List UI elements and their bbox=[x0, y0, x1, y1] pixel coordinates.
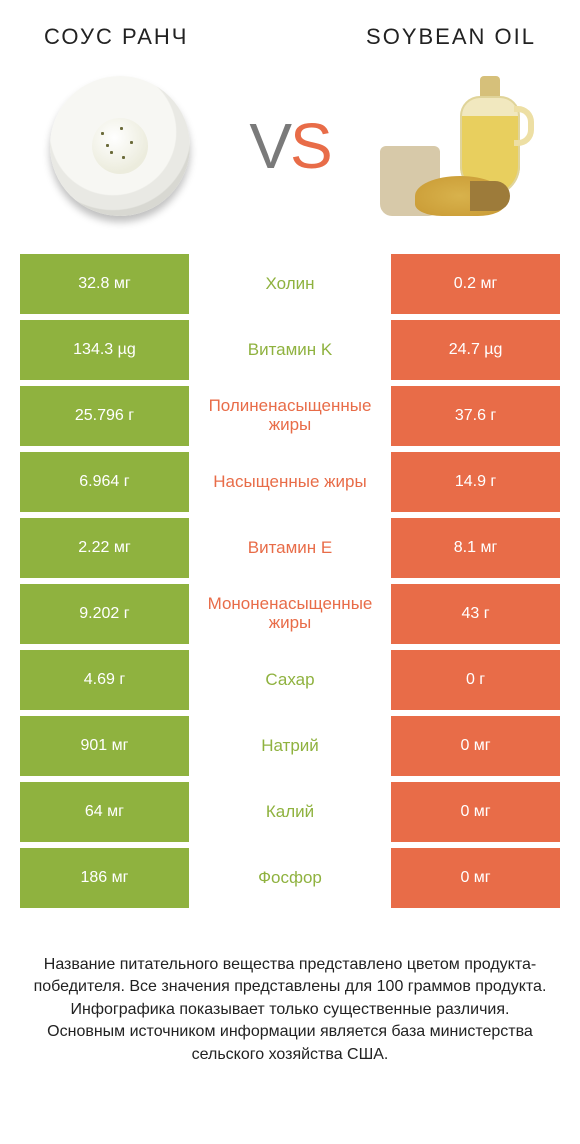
table-row: 134.3 µgВитамин K24.7 µg bbox=[20, 320, 560, 380]
value-right: 14.9 г bbox=[391, 452, 560, 512]
value-right: 0 мг bbox=[391, 782, 560, 842]
table-row: 25.796 гПолиненасыщенные жиры37.6 г bbox=[20, 386, 560, 446]
value-right: 0 мг bbox=[391, 848, 560, 908]
nutrient-label: Мононенасыщенные жиры bbox=[189, 584, 391, 644]
nutrient-label: Полиненасыщенные жиры bbox=[189, 386, 391, 446]
value-right: 37.6 г bbox=[391, 386, 560, 446]
value-right: 8.1 мг bbox=[391, 518, 560, 578]
comparison-table: 32.8 мгХолин0.2 мг134.3 µgВитамин K24.7 … bbox=[0, 254, 580, 914]
value-left: 64 мг bbox=[20, 782, 189, 842]
table-row: 32.8 мгХолин0.2 мг bbox=[20, 254, 560, 314]
title-left: СОУС РАНЧ bbox=[44, 24, 188, 50]
table-row: 186 мгФосфор0 мг bbox=[20, 848, 560, 908]
value-left: 901 мг bbox=[20, 716, 189, 776]
nutrient-label: Фосфор bbox=[189, 848, 391, 908]
value-right: 0.2 мг bbox=[391, 254, 560, 314]
value-left: 32.8 мг bbox=[20, 254, 189, 314]
product-image-left bbox=[40, 66, 200, 226]
vs-label: VS bbox=[249, 109, 330, 183]
hero: VS bbox=[0, 58, 580, 254]
title-right: SOYBEAN OIL bbox=[366, 24, 536, 50]
table-row: 4.69 гСахар0 г bbox=[20, 650, 560, 710]
header: СОУС РАНЧ SOYBEAN OIL bbox=[0, 0, 580, 58]
nutrient-label: Витамин K bbox=[189, 320, 391, 380]
value-right: 0 г bbox=[391, 650, 560, 710]
table-row: 901 мгНатрий0 мг bbox=[20, 716, 560, 776]
value-right: 43 г bbox=[391, 584, 560, 644]
table-row: 64 мгКалий0 мг bbox=[20, 782, 560, 842]
product-image-right bbox=[380, 66, 540, 226]
table-row: 2.22 мгВитамин E8.1 мг bbox=[20, 518, 560, 578]
value-right: 0 мг bbox=[391, 716, 560, 776]
value-left: 186 мг bbox=[20, 848, 189, 908]
table-row: 6.964 гНасыщенные жиры14.9 г bbox=[20, 452, 560, 512]
value-left: 2.22 мг bbox=[20, 518, 189, 578]
nutrient-label: Сахар bbox=[189, 650, 391, 710]
value-left: 25.796 г bbox=[20, 386, 189, 446]
nutrient-label: Натрий bbox=[189, 716, 391, 776]
nutrient-label: Насыщенные жиры bbox=[189, 452, 391, 512]
value-left: 4.69 г bbox=[20, 650, 189, 710]
value-left: 9.202 г bbox=[20, 584, 189, 644]
nutrient-label: Холин bbox=[189, 254, 391, 314]
value-left: 134.3 µg bbox=[20, 320, 189, 380]
value-right: 24.7 µg bbox=[391, 320, 560, 380]
nutrient-label: Витамин E bbox=[189, 518, 391, 578]
nutrient-label: Калий bbox=[189, 782, 391, 842]
value-left: 6.964 г bbox=[20, 452, 189, 512]
footer-note: Название питательного вещества представл… bbox=[0, 914, 580, 1066]
table-row: 9.202 гМононенасыщенные жиры43 г bbox=[20, 584, 560, 644]
